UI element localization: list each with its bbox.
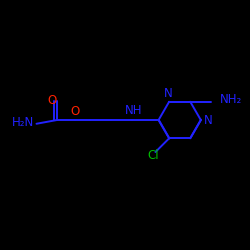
Text: O: O bbox=[48, 94, 57, 107]
Text: Cl: Cl bbox=[147, 149, 159, 162]
Text: O: O bbox=[70, 105, 80, 118]
Text: N: N bbox=[204, 114, 212, 126]
Text: NH₂: NH₂ bbox=[220, 93, 242, 106]
Text: N: N bbox=[164, 87, 172, 100]
Text: NH: NH bbox=[125, 104, 142, 117]
Text: H₂N: H₂N bbox=[12, 116, 34, 129]
